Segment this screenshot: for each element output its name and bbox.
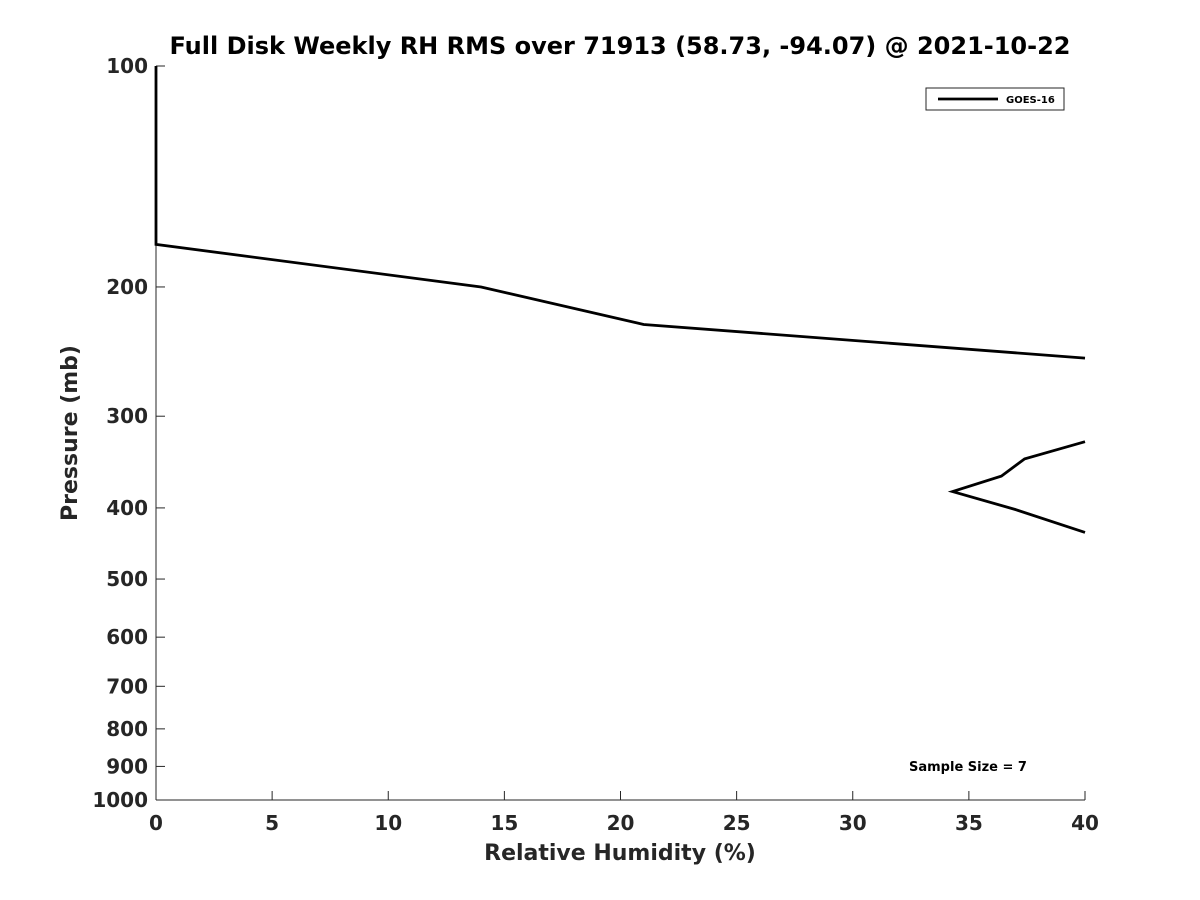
series-line-goes-16 bbox=[947, 440, 1086, 534]
x-tick-label: 10 bbox=[374, 811, 402, 835]
y-tick-label: 900 bbox=[106, 754, 148, 778]
x-tick-label: 25 bbox=[723, 811, 751, 835]
legend-label: GOES-16 bbox=[1006, 95, 1055, 106]
x-tick-label: 30 bbox=[839, 811, 867, 835]
sample-size-annotation: Sample Size = 7 bbox=[909, 760, 1027, 775]
x-tick-label: 5 bbox=[265, 811, 279, 835]
y-tick-label: 600 bbox=[106, 625, 148, 649]
x-tick-label: 15 bbox=[490, 811, 518, 835]
series-line-goes-16 bbox=[154, 66, 1086, 360]
series-layer bbox=[154, 66, 1086, 534]
x-tick-label: 20 bbox=[607, 811, 635, 835]
y-tick-label: 400 bbox=[106, 496, 148, 520]
x-tick-label: 40 bbox=[1071, 811, 1099, 835]
y-tick-label: 300 bbox=[106, 404, 148, 428]
y-tick-label: 500 bbox=[106, 567, 148, 591]
plot-area bbox=[155, 66, 1085, 801]
y-tick-label: 700 bbox=[106, 674, 148, 698]
y-tick-label: 800 bbox=[106, 717, 148, 741]
y-axis: 100 200 300 400 500 600 700 800 900 1000 bbox=[92, 54, 165, 812]
x-axis-label: Relative Humidity (%) bbox=[484, 841, 756, 866]
x-tick-label: 0 bbox=[149, 811, 163, 835]
y-tick-label: 100 bbox=[106, 54, 148, 78]
y-tick-label: 1000 bbox=[92, 788, 148, 812]
y-tick-label: 200 bbox=[106, 275, 148, 299]
chart-title: Full Disk Weekly RH RMS over 71913 (58.7… bbox=[169, 32, 1070, 60]
y-axis-label: Pressure (mb) bbox=[58, 345, 83, 521]
x-tick-label: 35 bbox=[955, 811, 983, 835]
legend: GOES-16 bbox=[925, 87, 1065, 111]
x-axis: 0 5 10 15 20 25 30 35 40 bbox=[149, 791, 1099, 835]
